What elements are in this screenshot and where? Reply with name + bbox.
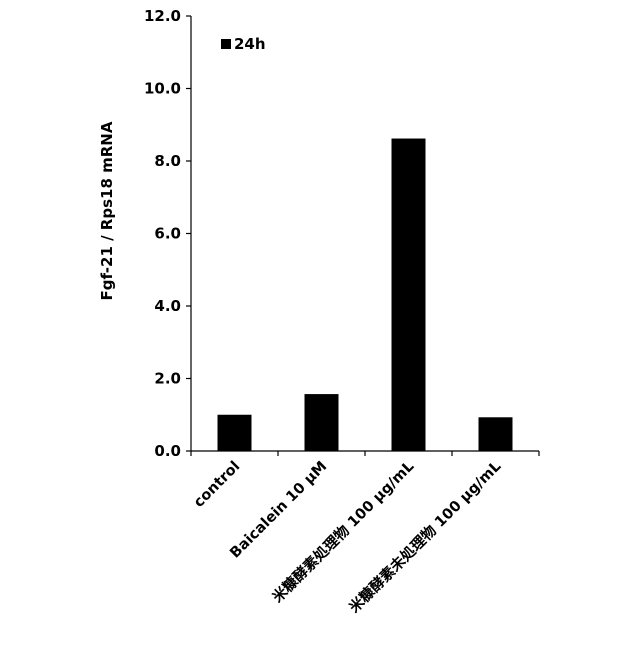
bars <box>218 139 513 451</box>
x-category-label: Baicalein 10 μM <box>227 459 330 562</box>
y-tick-label: 8.0 <box>154 152 181 170</box>
y-tick-label: 12.0 <box>144 7 181 25</box>
bar <box>218 415 252 451</box>
y-tick-label: 0.0 <box>154 442 181 460</box>
x-category-label: 米糠酵素未処理物 100 μg/mL <box>345 457 504 616</box>
bar <box>392 139 426 451</box>
x-category-label: control <box>191 459 243 511</box>
y-axis-label: Fgf-21 / Rps18 mRNA <box>98 121 116 300</box>
y-axis-ticks: 0.0 2.0 4.0 6.0 8.0 10.0 12.0 <box>144 7 191 460</box>
bar <box>479 417 513 451</box>
x-axis-category-labels: controlBaicalein 10 μM米糠酵素処理物 100 μg/mL米… <box>191 457 504 616</box>
y-tick-label: 6.0 <box>154 225 181 243</box>
legend-label: 24h <box>234 35 266 53</box>
y-tick-label: 10.0 <box>144 80 181 98</box>
bar <box>305 394 339 451</box>
legend-swatch <box>221 39 231 49</box>
legend: 24h <box>221 35 266 53</box>
y-tick-label: 4.0 <box>154 297 181 315</box>
x-category-label: 米糠酵素処理物 100 μg/mL <box>268 457 417 606</box>
y-tick-label: 2.0 <box>154 370 181 388</box>
x-axis-ticks <box>191 451 539 456</box>
